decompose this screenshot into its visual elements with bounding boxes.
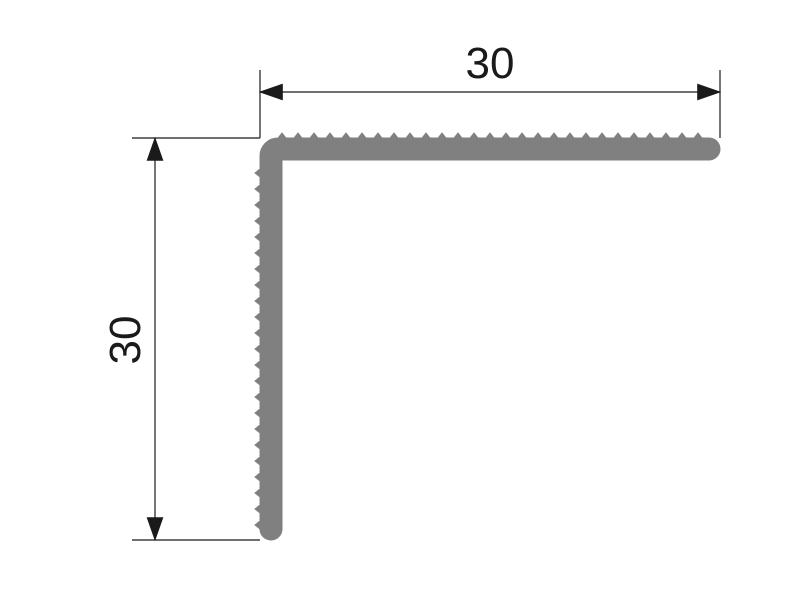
technical-drawing: 30 30 bbox=[0, 0, 800, 600]
angle-profile bbox=[255, 133, 720, 540]
horizontal-dimension-label: 30 bbox=[466, 39, 515, 88]
vertical-dimension-label: 30 bbox=[101, 316, 150, 365]
